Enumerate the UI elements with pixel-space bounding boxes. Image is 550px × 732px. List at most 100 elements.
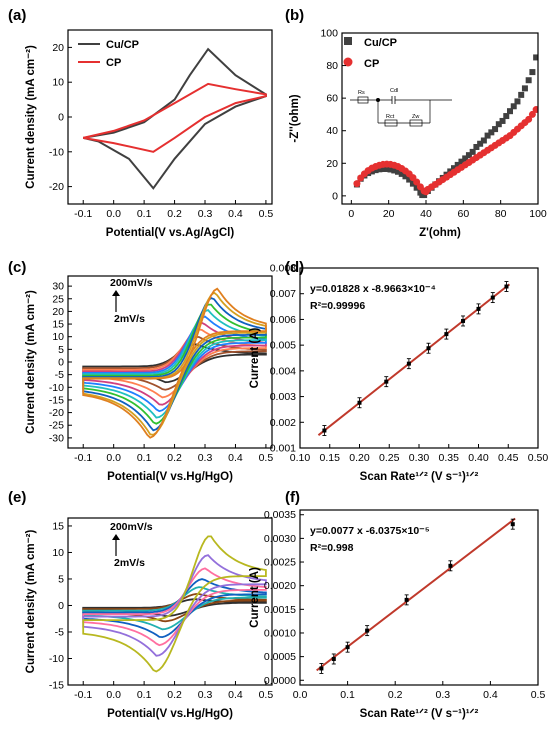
cv-curve	[82, 315, 267, 413]
x-tick-label: 0.50	[528, 452, 549, 464]
data-point	[477, 140, 484, 147]
x-tick-label: 60	[457, 208, 469, 220]
data-point	[525, 115, 533, 123]
x-tick-label: 0.3	[198, 452, 213, 464]
x-tick-label: 0.5	[259, 208, 274, 220]
x-tick-label: -0.1	[74, 208, 92, 220]
fit-equation: y=0.0077 x -6.0375×10⁻⁵	[310, 525, 430, 537]
x-axis-title: Potential(V vs.Hg/HgO)	[107, 471, 233, 483]
data-point	[521, 85, 528, 92]
data-point	[365, 628, 370, 633]
data-point	[507, 108, 513, 115]
data-point	[461, 318, 466, 323]
x-tick-label: 0.1	[137, 689, 152, 701]
cv-curve	[82, 296, 267, 432]
x-tick-label: 0.5	[259, 452, 274, 464]
x-tick-label: -0.1	[74, 689, 92, 701]
cv-curve	[82, 336, 267, 391]
circuit-label: Rct	[386, 114, 395, 120]
fit-line	[316, 517, 516, 672]
y-tick-label: 25	[52, 293, 64, 305]
y-tick-label: -10	[49, 653, 64, 665]
warburg-zw	[409, 119, 423, 127]
y-tick-label: 0	[58, 357, 64, 369]
data-point	[458, 158, 465, 165]
panel-label: (d)	[285, 259, 304, 276]
y-tick-label: 80	[326, 60, 338, 72]
x-tick-label: 0.4	[228, 208, 243, 220]
panel-label: (a)	[8, 7, 26, 24]
series-line-cp	[82, 82, 267, 153]
data-point	[490, 295, 495, 300]
y-tick-label: 100	[320, 28, 338, 40]
data-point	[398, 170, 405, 177]
arrow-head	[112, 290, 120, 296]
x-axis-title: Potential(V vs.Ag/AgCl)	[106, 227, 235, 239]
y-tick-label: -10	[49, 146, 64, 158]
data-point	[387, 166, 394, 173]
x-axis-title: Scan Rate¹ᐟ² (V s⁻¹)¹ᐟ²	[360, 708, 479, 720]
y-axis-title: Current (A)	[249, 567, 261, 628]
data-point	[451, 165, 457, 172]
data-point	[421, 192, 428, 199]
data-point	[473, 144, 480, 150]
plot-area	[82, 47, 267, 190]
y-axis-title: Current density (mA cm⁻²)	[25, 290, 37, 434]
fit-r-squared: R²=0.998	[310, 542, 354, 554]
arrow-head	[112, 534, 120, 540]
y-tick-label: 0.002	[270, 417, 296, 429]
plot-area	[82, 535, 267, 673]
panel-f: y=0.0077 x -6.0375×10⁻⁵ R²=0.998 0.0 0.1 0.2…	[249, 489, 545, 720]
y-tick-label: 20	[326, 158, 338, 170]
data-point	[454, 161, 461, 168]
data-point	[480, 137, 487, 144]
cv-curve	[82, 578, 267, 639]
x-tick-label: 0.3	[198, 208, 213, 220]
x-tick-label: 20	[383, 208, 395, 220]
legend-entry: CP	[106, 57, 121, 69]
legend-entry: Cu/CP	[106, 39, 139, 51]
circuit-label: Rs	[358, 90, 365, 96]
cv-curve	[82, 554, 267, 657]
x-tick-label: 0.3	[435, 689, 450, 701]
data-point	[488, 129, 495, 136]
data-point	[345, 645, 350, 650]
x-tick-label: 0.5	[531, 689, 546, 701]
plot-area	[317, 281, 511, 436]
data-point	[532, 106, 538, 114]
x-tick-label: 0.4	[228, 689, 243, 701]
y-tick-label: -25	[49, 420, 64, 432]
data-point	[518, 91, 525, 98]
y-tick-label: -20	[49, 407, 64, 419]
fit-equation: y=0.01828 x -8.9663×10⁻⁴	[310, 283, 436, 295]
cv-curve	[82, 586, 267, 631]
cv-curve	[82, 328, 267, 399]
x-tick-label: 40	[420, 208, 432, 220]
y-tick-label: 0.003	[270, 391, 296, 403]
y-tick-label: 0.008	[270, 263, 296, 275]
x-tick-label: 0.0	[106, 689, 121, 701]
data-point	[380, 165, 387, 172]
plot-frame	[299, 509, 539, 686]
y-tick-label: -15	[49, 680, 64, 692]
data-point	[406, 176, 413, 183]
series-line-cu-cp	[82, 47, 267, 190]
data-point	[503, 113, 510, 120]
panel-label: (c)	[8, 259, 26, 276]
data-point	[533, 54, 538, 61]
data-point	[319, 666, 324, 671]
y-tick-label: 5	[58, 344, 64, 356]
panel-b: Cu/CP CP Rs Cdl Rct Zw 0 20 40 60 80 100 0 20 40 60 80 10…	[285, 7, 547, 239]
y-tick-label: 0.0010	[264, 627, 296, 639]
x-tick-label: 0.3	[198, 689, 213, 701]
data-point	[413, 184, 420, 191]
x-axis-title: Scan Rate¹ᐟ² (V s⁻¹)¹ᐟ²	[360, 471, 479, 483]
y-tick-label: 0	[58, 112, 64, 124]
y-tick-label: 0	[58, 600, 64, 612]
panel-c: 200mV/s 2mV/s -0.1 0.0 0.1 0.2 0.3 0.4 0.5 -30-25…	[8, 259, 273, 483]
legend-entry: CP	[364, 58, 379, 70]
cv-curve	[82, 309, 267, 419]
y-axis-title: Current (A)	[249, 327, 261, 388]
data-point	[525, 77, 532, 84]
x-tick-label: 0.5	[259, 689, 274, 701]
